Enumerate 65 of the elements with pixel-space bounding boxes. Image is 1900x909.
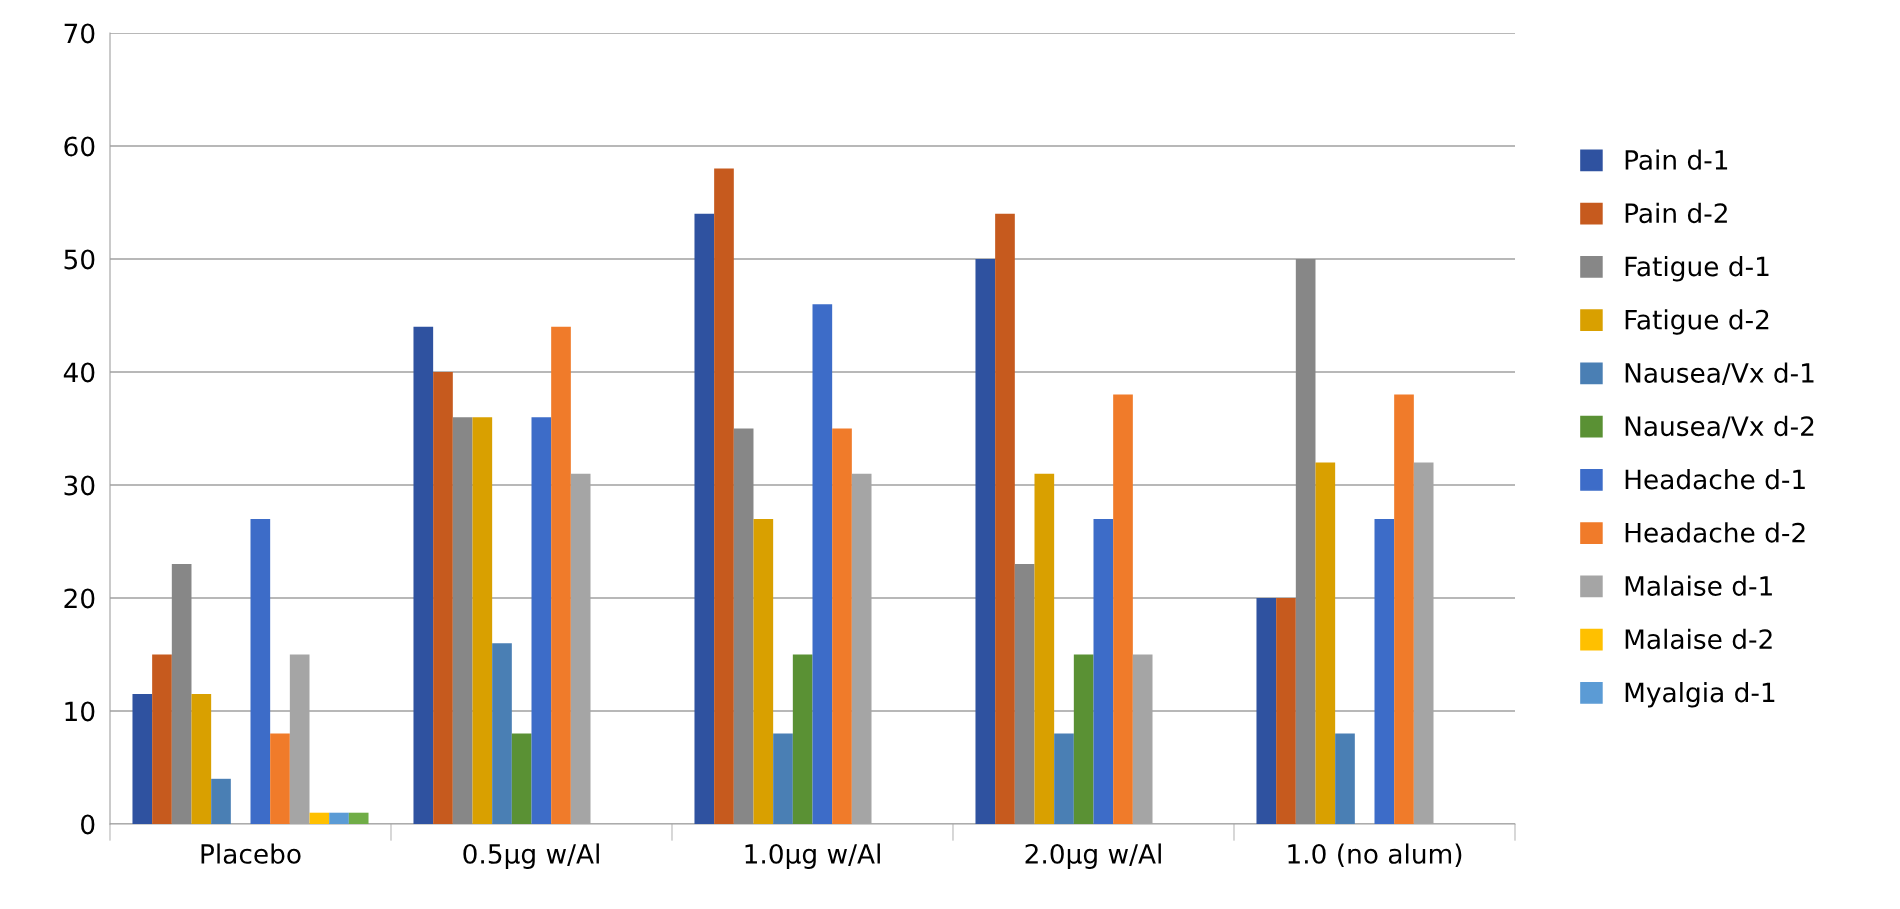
bar bbox=[329, 812, 349, 824]
bar bbox=[1394, 394, 1414, 824]
bar bbox=[211, 778, 231, 824]
y-tick-label: 20 bbox=[64, 588, 95, 609]
bar bbox=[472, 417, 493, 824]
bar bbox=[492, 643, 512, 824]
legend-label: Nausea/Vx d-1 bbox=[1625, 362, 1814, 385]
bar bbox=[773, 733, 793, 824]
legend-label: Fatigue d-2 bbox=[1625, 309, 1769, 335]
bar bbox=[132, 694, 153, 824]
bar bbox=[191, 694, 212, 824]
x-tick-label: 0.5µg w/Al bbox=[463, 843, 599, 869]
bar bbox=[1276, 598, 1296, 824]
bar bbox=[413, 326, 434, 824]
y-tick-label: 70 bbox=[64, 23, 95, 44]
legend-label: Pain d-1 bbox=[1625, 149, 1728, 170]
bar bbox=[1335, 733, 1355, 824]
bar bbox=[531, 417, 552, 824]
bar bbox=[832, 428, 852, 824]
bar bbox=[433, 372, 453, 824]
bar bbox=[171, 564, 192, 824]
bar bbox=[714, 168, 734, 824]
bar bbox=[995, 213, 1015, 824]
bar bbox=[270, 733, 290, 824]
bar bbox=[152, 654, 172, 824]
y-tick-label: 10 bbox=[65, 701, 95, 722]
bar bbox=[812, 304, 833, 824]
y-tick-label: 40 bbox=[63, 362, 95, 383]
bar bbox=[1295, 259, 1316, 824]
x-tick-label: Placebo bbox=[201, 843, 301, 864]
x-tick-label: 1.0µg w/Al bbox=[745, 843, 880, 869]
bar bbox=[1034, 473, 1055, 824]
y-tick-label: 30 bbox=[64, 475, 95, 496]
bar bbox=[551, 326, 571, 824]
legend-label: Nausea/Vx d-2 bbox=[1625, 415, 1814, 439]
legend-label: Fatigue d-1 bbox=[1625, 255, 1769, 282]
bar bbox=[1374, 518, 1395, 824]
bar bbox=[733, 428, 754, 824]
y-tick-label: 0 bbox=[81, 814, 95, 835]
bar bbox=[348, 812, 369, 824]
legend-label: Headache d-1 bbox=[1625, 468, 1805, 490]
bar bbox=[1093, 518, 1114, 824]
bar bbox=[1113, 394, 1133, 824]
bar bbox=[511, 733, 532, 824]
legend-label: Malaise d-1 bbox=[1625, 575, 1772, 596]
bar bbox=[1014, 564, 1035, 824]
legend-label: Pain d-2 bbox=[1625, 202, 1727, 224]
bar bbox=[452, 417, 473, 824]
bar bbox=[694, 213, 715, 824]
y-tick-label: 50 bbox=[64, 249, 95, 270]
bar bbox=[1256, 598, 1277, 824]
legend-label: Headache d-2 bbox=[1625, 522, 1805, 543]
legend-label: Myalgia d-1 bbox=[1625, 681, 1775, 708]
bar bbox=[1073, 654, 1094, 824]
bar bbox=[1315, 462, 1336, 824]
x-tick-label: 2.0µg w/Al bbox=[1025, 843, 1161, 869]
x-tick-label: 1.0 (no alum) bbox=[1288, 843, 1462, 867]
legend-label: Malaise d-2 bbox=[1625, 628, 1772, 650]
bar bbox=[250, 518, 271, 824]
bar bbox=[1054, 733, 1074, 824]
bar bbox=[309, 812, 330, 824]
bar bbox=[753, 518, 774, 824]
y-tick-label: 60 bbox=[64, 136, 95, 157]
bar bbox=[792, 654, 813, 824]
bar bbox=[975, 259, 996, 824]
